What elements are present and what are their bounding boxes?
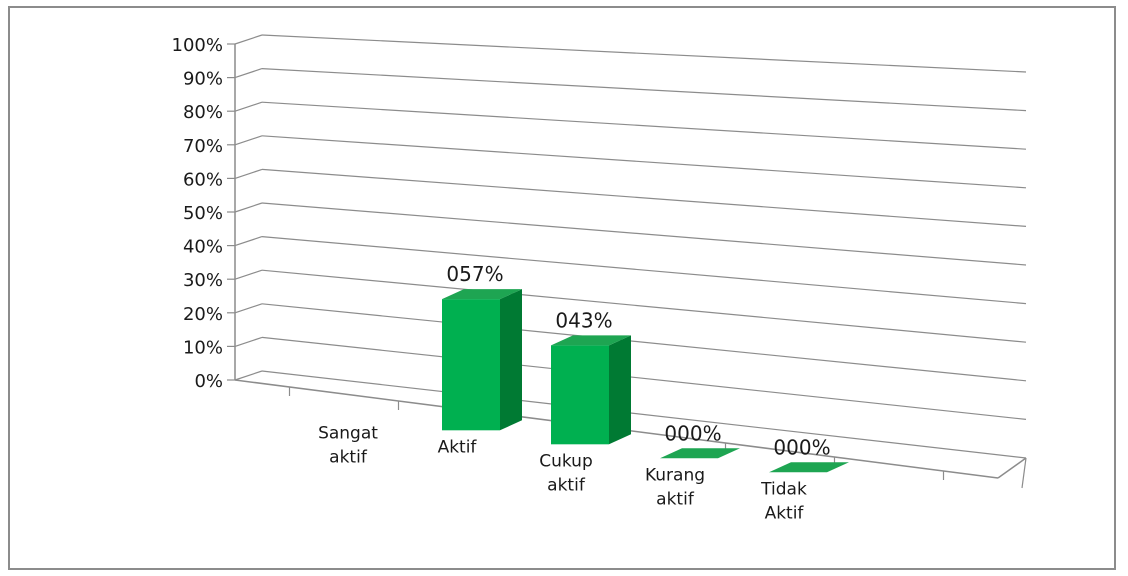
- gridline: [261, 336, 1027, 420]
- gridline: [261, 202, 1027, 266]
- side-gridline: [234, 202, 263, 213]
- side-gridline: [234, 168, 263, 179]
- category-labels: Sangat aktif Aktif Cukup aktif Kurang aktif Tid…: [318, 424, 807, 524]
- gridlines: [234, 34, 1027, 459]
- side-gridline: [234, 269, 263, 280]
- y-tick-label: 100%: [172, 35, 223, 56]
- side-gridline: [234, 68, 263, 79]
- bar-front: [442, 299, 500, 431]
- category-label: Aktif: [438, 438, 478, 458]
- data-labels: 057% 043% 000% 000%: [446, 262, 830, 459]
- y-tick-label: 50%: [183, 203, 223, 224]
- y-tick-label: 10%: [183, 337, 223, 358]
- gridline: [261, 269, 1027, 343]
- bar-front: [551, 345, 609, 445]
- floor-right-edge: [997, 457, 1027, 479]
- bar: [660, 448, 740, 459]
- gridline: [261, 236, 1027, 305]
- bar-top: [769, 462, 849, 473]
- gridline: [261, 135, 1027, 189]
- category-label: Tidak: [760, 480, 807, 500]
- category-label: Kurang: [645, 466, 705, 486]
- y-tick-label: 30%: [183, 270, 223, 291]
- category-label: aktif: [547, 476, 586, 496]
- category-label: Cukup: [539, 452, 593, 472]
- bar: [442, 289, 522, 431]
- side-gridline: [234, 370, 263, 381]
- bar-side: [500, 289, 522, 431]
- side-gridline: [234, 101, 263, 112]
- gridline: [261, 34, 1027, 73]
- gridline: [261, 68, 1027, 112]
- category-label: Aktif: [765, 504, 805, 524]
- bar-top: [551, 335, 631, 346]
- category-label: aktif: [656, 490, 695, 510]
- floor-corner: [1021, 457, 1027, 489]
- category-label: Sangat: [318, 424, 378, 444]
- side-gridline: [234, 34, 263, 45]
- y-tick-label: 80%: [183, 102, 223, 123]
- y-tick-label: 20%: [183, 304, 223, 325]
- bar-top: [660, 448, 740, 459]
- gridline: [261, 303, 1027, 382]
- category-label: aktif: [329, 448, 368, 468]
- bar: [769, 462, 849, 473]
- data-label: 000%: [664, 421, 721, 445]
- y-tick-label: 40%: [183, 237, 223, 258]
- side-gridline: [234, 336, 263, 347]
- data-label: 057%: [446, 262, 503, 286]
- side-gridline: [234, 303, 263, 314]
- data-label: 043%: [555, 308, 612, 332]
- bar-top: [442, 289, 522, 300]
- y-tick-label: 70%: [183, 136, 223, 157]
- y-tick-label: 90%: [183, 69, 223, 90]
- y-tick-label: 0%: [194, 371, 223, 392]
- y-tick-labels: 0% 10% 20% 30% 40% 50% 60% 70% 80% 90% 100%: [172, 35, 223, 392]
- y-tick-label: 60%: [183, 169, 223, 190]
- side-gridline: [234, 236, 263, 247]
- side-gridline: [234, 135, 263, 146]
- bar: [551, 335, 631, 445]
- chart-frame: [8, 6, 1116, 570]
- gridline: [261, 370, 1027, 459]
- bars: [442, 289, 849, 473]
- bar-side: [609, 335, 631, 445]
- data-label: 000%: [773, 435, 830, 459]
- gridline: [261, 101, 1027, 150]
- gridline: [261, 168, 1027, 227]
